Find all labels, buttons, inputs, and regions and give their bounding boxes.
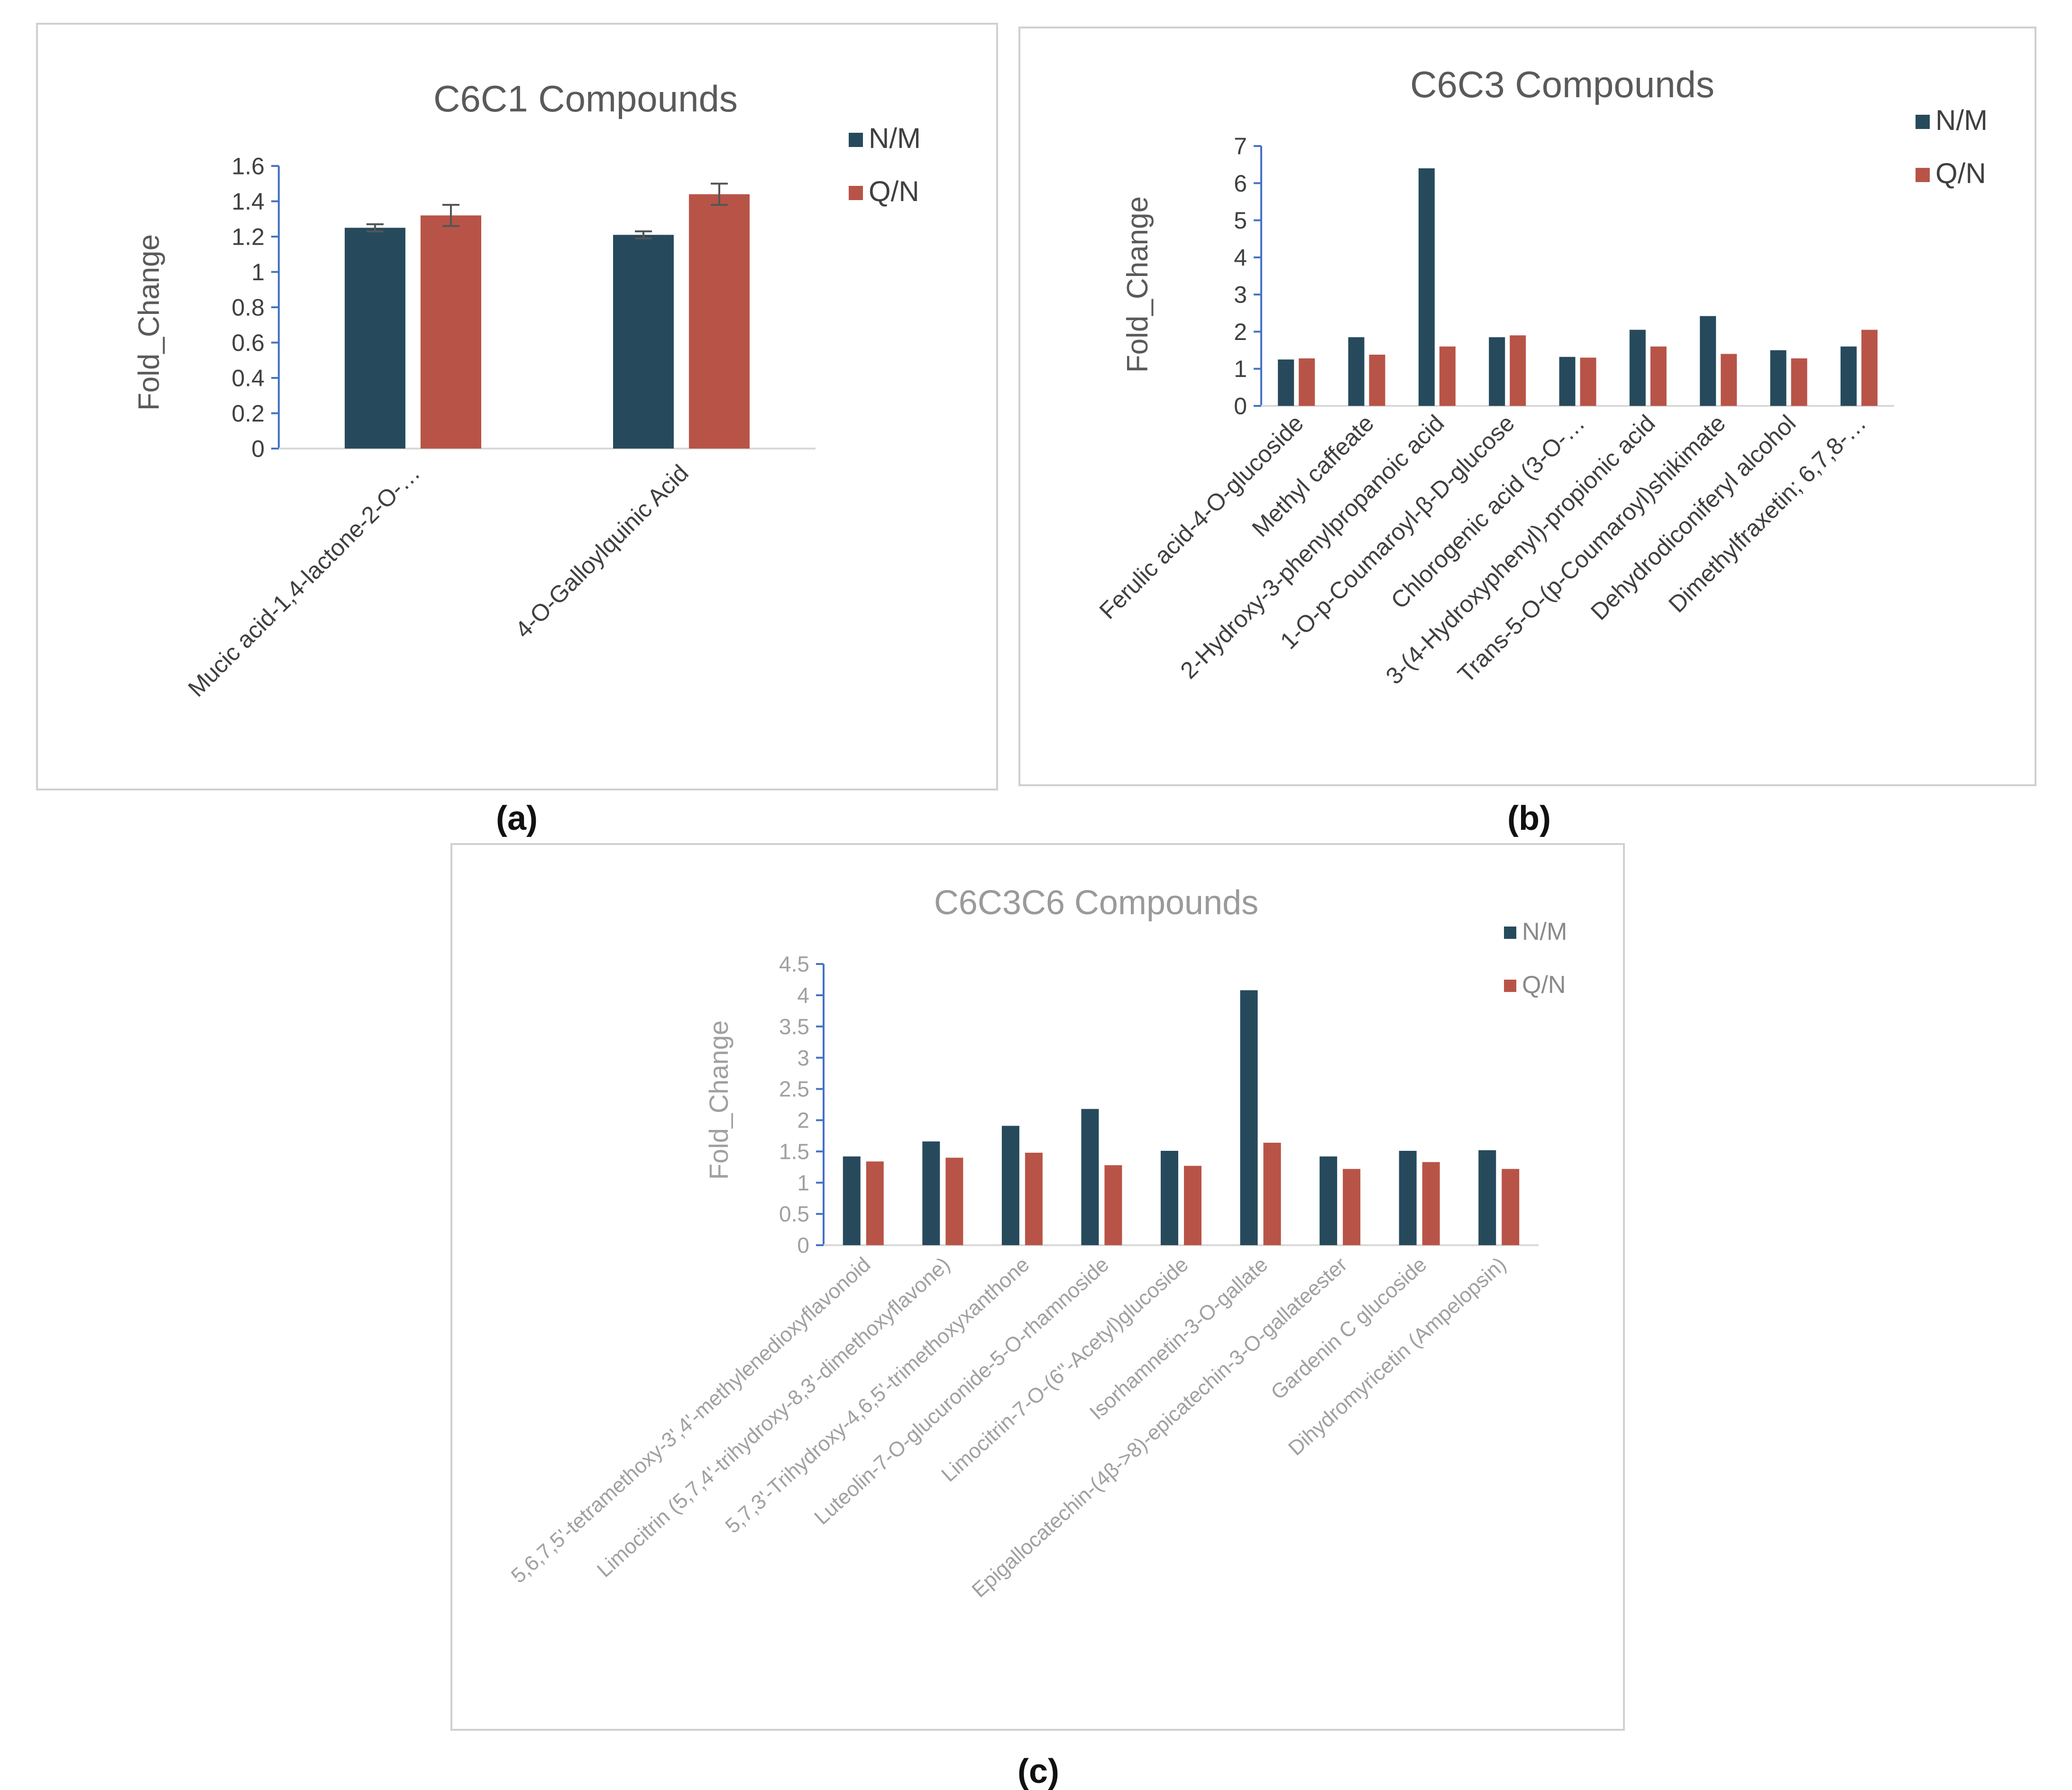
y-tick-label: 0.4 bbox=[231, 365, 265, 392]
bar-nm-4 bbox=[1489, 337, 1505, 406]
chart-panel-b: C6C3 CompoundsFold_Change01234567Ferulic… bbox=[1018, 27, 2036, 786]
bar-qn-3 bbox=[1025, 1152, 1043, 1245]
legend-label: Q/N bbox=[1522, 971, 1566, 999]
y-tick-label: 3 bbox=[1234, 282, 1247, 308]
y-tick-label: 1.4 bbox=[231, 188, 265, 215]
y-tick-label: 0 bbox=[797, 1233, 809, 1258]
bar-nm-3 bbox=[1418, 168, 1435, 406]
bar-nm-7 bbox=[1320, 1156, 1338, 1245]
legend-swatch-nm bbox=[1504, 927, 1516, 939]
y-axis-label: Fold_Change bbox=[1121, 196, 1154, 373]
bar-qn-4 bbox=[1104, 1165, 1122, 1245]
panel-caption: (b) bbox=[1507, 799, 1551, 837]
bar-qn-8 bbox=[1791, 358, 1807, 406]
bar-qn-9 bbox=[1861, 330, 1878, 406]
legend-swatch-qn bbox=[1916, 168, 1930, 182]
legend-swatch-qn bbox=[849, 186, 863, 200]
bar-qn-6 bbox=[1650, 346, 1667, 406]
y-tick-label: 6 bbox=[1234, 170, 1247, 197]
chart-frame bbox=[450, 843, 1625, 1731]
chart-title: C6C3 Compounds bbox=[1410, 64, 1714, 105]
panel-caption: (a) bbox=[496, 799, 538, 837]
bar-nm-9 bbox=[1840, 346, 1857, 406]
y-tick-label: 1 bbox=[251, 259, 265, 285]
bar-nm-5 bbox=[1161, 1151, 1178, 1245]
legend-swatch-nm bbox=[849, 133, 863, 147]
chart-panel-c: C6C3C6 Compounds Fold_Change 0 0.5 1 1.5 2 2.5 3… bbox=[450, 843, 1625, 1731]
legend-label: Q/N bbox=[869, 175, 919, 207]
y-tick-label: 2 bbox=[797, 1108, 809, 1133]
y-tick-label: 0.6 bbox=[231, 330, 265, 356]
bar-qn-4 bbox=[1510, 335, 1526, 406]
bar-nm-6 bbox=[1629, 330, 1646, 406]
bar-nm-2 bbox=[613, 235, 674, 449]
y-tick-label: 0.8 bbox=[231, 294, 265, 321]
chart-title: C6C3C6 Compounds bbox=[934, 884, 1258, 922]
bar-qn-8 bbox=[1422, 1162, 1440, 1245]
bar-qn-2 bbox=[1369, 354, 1385, 406]
y-tick-label: 7 bbox=[1234, 133, 1247, 160]
bar-nm-4 bbox=[1081, 1109, 1099, 1245]
bar-nm-2 bbox=[922, 1141, 940, 1245]
y-tick-label: 5 bbox=[1234, 207, 1247, 234]
bar-nm-7 bbox=[1700, 316, 1716, 406]
bar-nm-1 bbox=[843, 1156, 861, 1245]
bar-nm-1 bbox=[345, 228, 405, 449]
y-tick-label: 3 bbox=[797, 1046, 809, 1070]
chart-title: C6C1 Compounds bbox=[433, 78, 738, 119]
y-tick-label: 0.2 bbox=[231, 400, 265, 427]
bar-nm-8 bbox=[1399, 1151, 1417, 1245]
bar-qn-2 bbox=[945, 1157, 963, 1245]
bar-qn-5 bbox=[1580, 358, 1596, 406]
y-tick-label: 2.5 bbox=[779, 1077, 809, 1102]
y-tick-label: 4 bbox=[797, 983, 809, 1008]
y-tick-label: 4 bbox=[1234, 244, 1247, 271]
y-axis-label: Fold_Change bbox=[133, 234, 165, 411]
bar-qn-5 bbox=[1184, 1166, 1201, 1245]
bar-qn-1 bbox=[866, 1161, 884, 1245]
legend-swatch-nm bbox=[1916, 115, 1930, 129]
y-tick-label: 2 bbox=[1234, 319, 1247, 345]
bar-qn-6 bbox=[1263, 1142, 1281, 1245]
y-tick-label: 1.5 bbox=[779, 1139, 809, 1164]
bar-qn-1 bbox=[1299, 358, 1315, 406]
y-tick-label: 0.5 bbox=[779, 1202, 809, 1226]
chart-panel-a: C6C1 Compounds Fold_Change 0 0.2 0.4 0.6 0.8 1 1… bbox=[36, 23, 998, 790]
legend-label: N/M bbox=[1935, 104, 1988, 136]
panel-caption: (c) bbox=[1018, 1753, 1059, 1790]
chart-frame bbox=[36, 23, 998, 790]
legend-label: Q/N bbox=[1935, 157, 1986, 189]
bar-qn-2 bbox=[689, 194, 750, 449]
y-tick-label: 0 bbox=[1234, 393, 1247, 420]
y-tick-label: 1 bbox=[797, 1170, 809, 1195]
bar-nm-8 bbox=[1770, 350, 1787, 406]
bar-nm-1 bbox=[1278, 359, 1294, 406]
y-tick-label: 4.5 bbox=[779, 952, 809, 976]
bar-nm-5 bbox=[1559, 357, 1576, 406]
bar-qn-9 bbox=[1502, 1169, 1520, 1245]
bar-qn-7 bbox=[1343, 1169, 1361, 1245]
legend-swatch-qn bbox=[1504, 980, 1516, 992]
legend-label: N/M bbox=[1522, 918, 1567, 945]
legend-label: N/M bbox=[869, 122, 921, 154]
y-tick-label: 1.6 bbox=[231, 153, 265, 180]
y-tick-label: 1.2 bbox=[231, 224, 265, 250]
y-axis-label: Fold_Change bbox=[704, 1020, 733, 1180]
bar-qn-1 bbox=[421, 215, 481, 449]
bar-nm-9 bbox=[1478, 1150, 1496, 1245]
bar-nm-2 bbox=[1348, 337, 1365, 406]
bar-qn-3 bbox=[1439, 346, 1456, 406]
y-tick-label: 1 bbox=[1234, 356, 1247, 382]
bar-nm-6 bbox=[1240, 990, 1258, 1245]
y-tick-label: 0 bbox=[251, 436, 265, 462]
bar-nm-3 bbox=[1001, 1126, 1019, 1245]
bar-qn-7 bbox=[1721, 354, 1737, 406]
y-tick-label: 3.5 bbox=[779, 1014, 809, 1039]
